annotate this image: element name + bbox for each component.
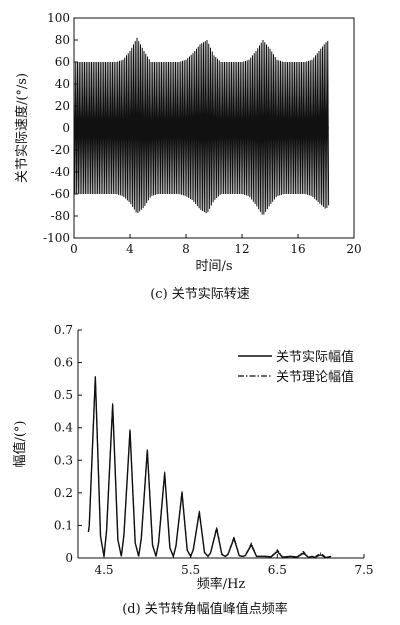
amp-theory-line xyxy=(87,375,332,559)
speed-y-tick-label: 20 xyxy=(55,99,70,113)
speed-y-tick-label: -20 xyxy=(51,143,70,157)
speed-y-tick-label: -40 xyxy=(51,165,70,179)
speed-y-tick-label: -100 xyxy=(43,231,70,245)
speed-x-tick-label: 0 xyxy=(70,242,78,256)
speed-y-label: 关节实际速度/(°/s) xyxy=(14,73,30,183)
legend-actual-label: 关节实际幅值 xyxy=(276,349,354,365)
amp-y-tick-label: 0.5 xyxy=(54,388,73,402)
speed-x-label: 时间/s xyxy=(195,259,232,274)
amp-x-tick-label: 4.5 xyxy=(94,563,113,577)
speed-x-tick-label: 16 xyxy=(290,242,305,256)
legend-theory-label: 关节理论幅值 xyxy=(276,369,354,385)
speed-y-tick-label: -80 xyxy=(51,209,70,223)
speed-x-axis: 0 4 8 12 16 20 xyxy=(70,234,362,256)
amp-y-tick-label: 0.3 xyxy=(54,453,73,467)
speed-x-tick-label: 20 xyxy=(346,242,361,256)
speed-x-tick-label: 12 xyxy=(234,242,249,256)
speed-y-axis: 100 80 60 40 20 0 -20 -40 -60 -80 -100 xyxy=(43,11,78,245)
amp-y-tick-label: 0.1 xyxy=(54,518,73,532)
amp-x-tick-label: 6.5 xyxy=(268,563,287,577)
amp-x-axis: 4.5 5.5 6.5 7.5 xyxy=(94,554,374,577)
amp-actual-line xyxy=(87,377,332,559)
speed-line xyxy=(73,37,330,215)
speed-caption: (c) 关节实际转速 xyxy=(150,287,250,302)
amp-series xyxy=(87,375,332,559)
speed-y-tick-label: 100 xyxy=(47,11,70,25)
amp-y-tick-label: 0.7 xyxy=(54,323,73,337)
speed-y-tick-label: 60 xyxy=(55,55,70,69)
speed-y-tick-label: 0 xyxy=(62,121,70,135)
amp-y-axis: 0 0.1 0.2 0.3 0.4 0.5 0.6 0.7 xyxy=(54,323,82,565)
amp-legend: 关节实际幅值 关节理论幅值 xyxy=(238,349,354,385)
amp-x-label: 频率/Hz xyxy=(197,576,246,592)
amp-y-label: 幅值/(°) xyxy=(12,420,28,467)
amplitude-chart: 0 0.1 0.2 0.3 0.4 0.5 0.6 0.7 4.5 5.5 6.5 7.5 关节实际… xyxy=(12,323,374,617)
amp-y-tick-label: 0 xyxy=(65,551,73,565)
amp-y-tick-label: 0.4 xyxy=(54,421,73,435)
speed-series xyxy=(73,37,330,215)
speed-y-tick-label: -60 xyxy=(51,187,70,201)
amp-caption: (d) 关节转角幅值峰值点频率 xyxy=(122,601,288,617)
speed-x-tick-label: 8 xyxy=(182,242,190,256)
speed-y-tick-label: 80 xyxy=(55,33,70,47)
speed-chart: 100 80 60 40 20 0 -20 -40 -60 -80 -100 0 4 8 12 16 20 时… xyxy=(14,11,362,302)
amp-y-tick-label: 0.6 xyxy=(54,356,73,370)
amp-x-tick-label: 7.5 xyxy=(354,563,373,577)
speed-y-tick-label: 40 xyxy=(55,77,70,91)
amp-x-tick-label: 5.5 xyxy=(181,563,200,577)
amp-y-tick-label: 0.2 xyxy=(54,486,73,500)
speed-x-tick-label: 4 xyxy=(126,242,134,256)
